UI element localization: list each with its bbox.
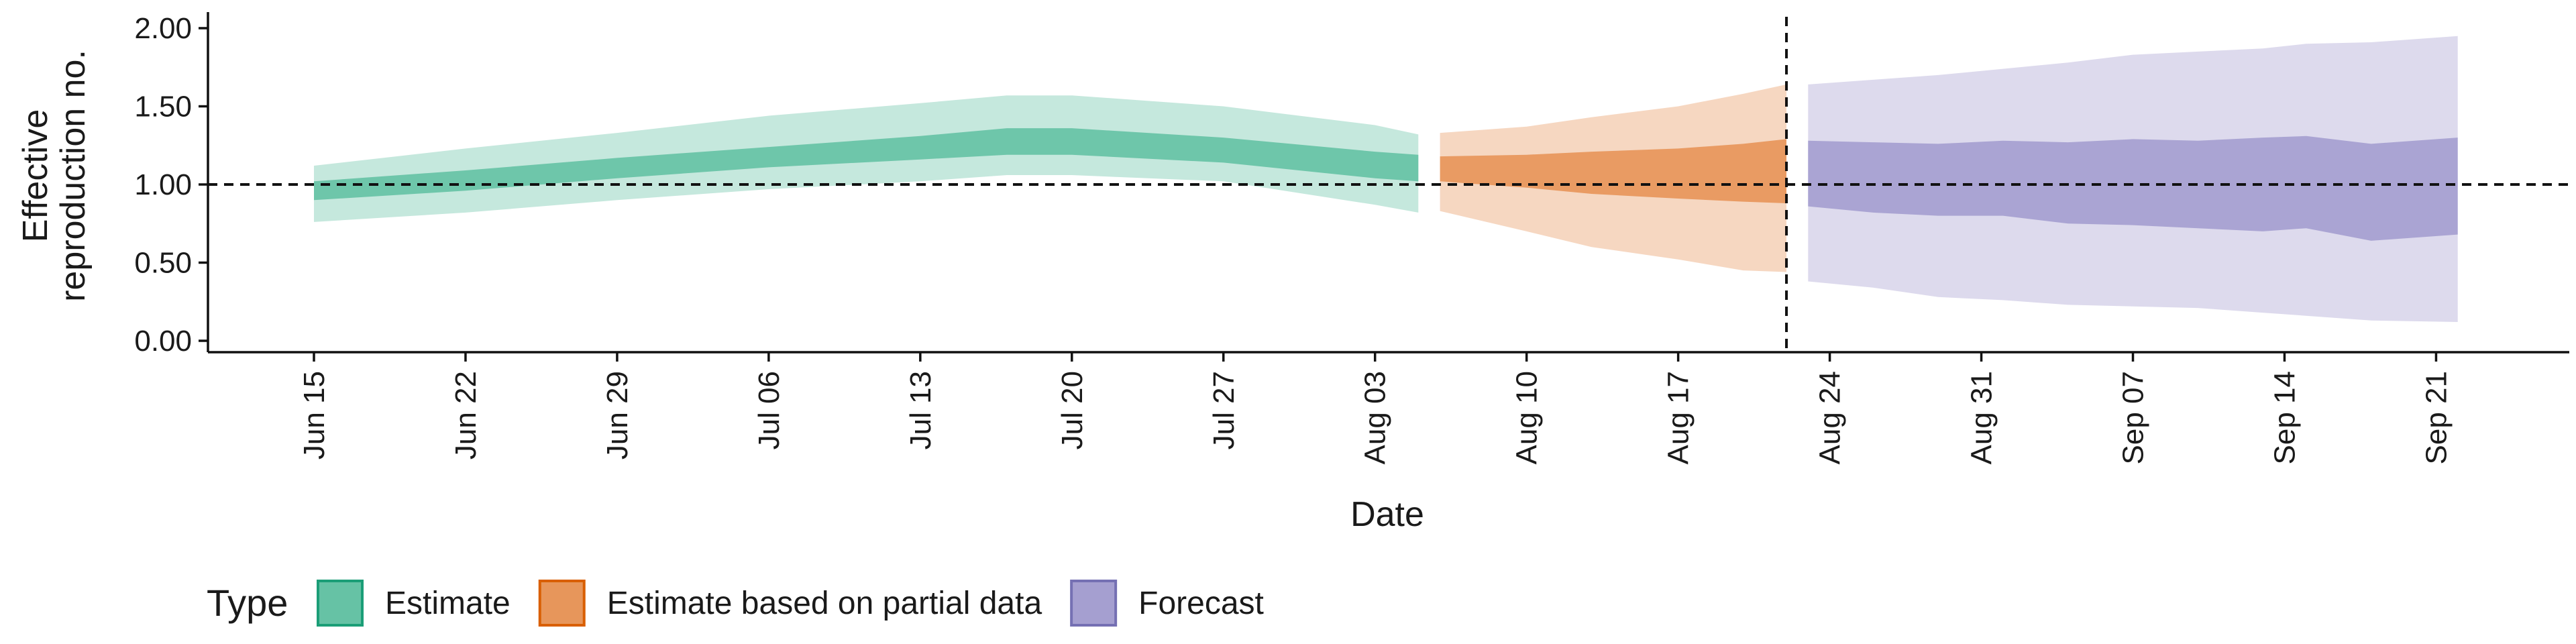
x-tick-label: Sep 14 (2268, 371, 2301, 464)
ribbon-50-forecast (1808, 136, 2458, 241)
legend-swatch (1070, 580, 1118, 627)
legend-swatch (317, 580, 364, 627)
reference-lines (208, 17, 2569, 352)
y-axis-title: Effectivereproduction no. (16, 50, 93, 302)
y-tick-label: 1.50 (134, 91, 192, 123)
y-tick-label: 0.00 (134, 325, 192, 358)
y-axis-title-line: reproduction no. (54, 50, 93, 302)
legend-title: Type (207, 582, 288, 624)
y-tick-label: 0.50 (134, 247, 192, 280)
x-tick-label: Jul 27 (1208, 371, 1240, 449)
y-axis-title-line: Effective (16, 109, 55, 242)
axes: 0.00 0.50 1.00 1.50 2.00 Jun 15 Jun 22 Jun 29 Ju… (134, 12, 2569, 464)
x-tick-label: Aug 03 (1359, 371, 1392, 464)
x-tick-label: Jul 20 (1056, 371, 1089, 449)
x-tick-label: Aug 31 (1966, 371, 1998, 464)
x-axis-title: Date (1350, 495, 1424, 534)
y-tick-label: 1.00 (134, 168, 192, 201)
y-axis-title-text: Effectivereproduction no. (16, 50, 93, 302)
legend-swatch (538, 580, 586, 627)
x-tick-label: Jun 22 (449, 371, 482, 460)
x-tick-label: Jun 15 (298, 371, 331, 460)
x-tick-label: Jun 29 (601, 371, 634, 460)
legend-label: Forecast (1138, 586, 1264, 621)
x-tick-label: Sep 21 (2420, 371, 2453, 464)
x-tick-label: Sep 07 (2117, 371, 2150, 464)
x-tick-label: Jul 06 (753, 371, 786, 449)
x-tick-label: Jul 13 (904, 371, 937, 449)
legend-label: Estimate (385, 586, 511, 621)
ribbon-layer (314, 36, 2458, 322)
legend: Type Estimate Estimate based on partial da… (207, 580, 1264, 627)
ribbon-50-estimate-based-on-partial-data (1440, 139, 1786, 203)
legend-label: Estimate based on partial data (607, 586, 1042, 621)
x-tick-label: Aug 24 (1814, 371, 1847, 464)
x-tick-label: Aug 10 (1511, 371, 1544, 464)
ribbon-50-estimate (314, 128, 1419, 201)
y-tick-label: 2.00 (134, 12, 192, 45)
x-tick-label: Aug 17 (1662, 371, 1695, 464)
